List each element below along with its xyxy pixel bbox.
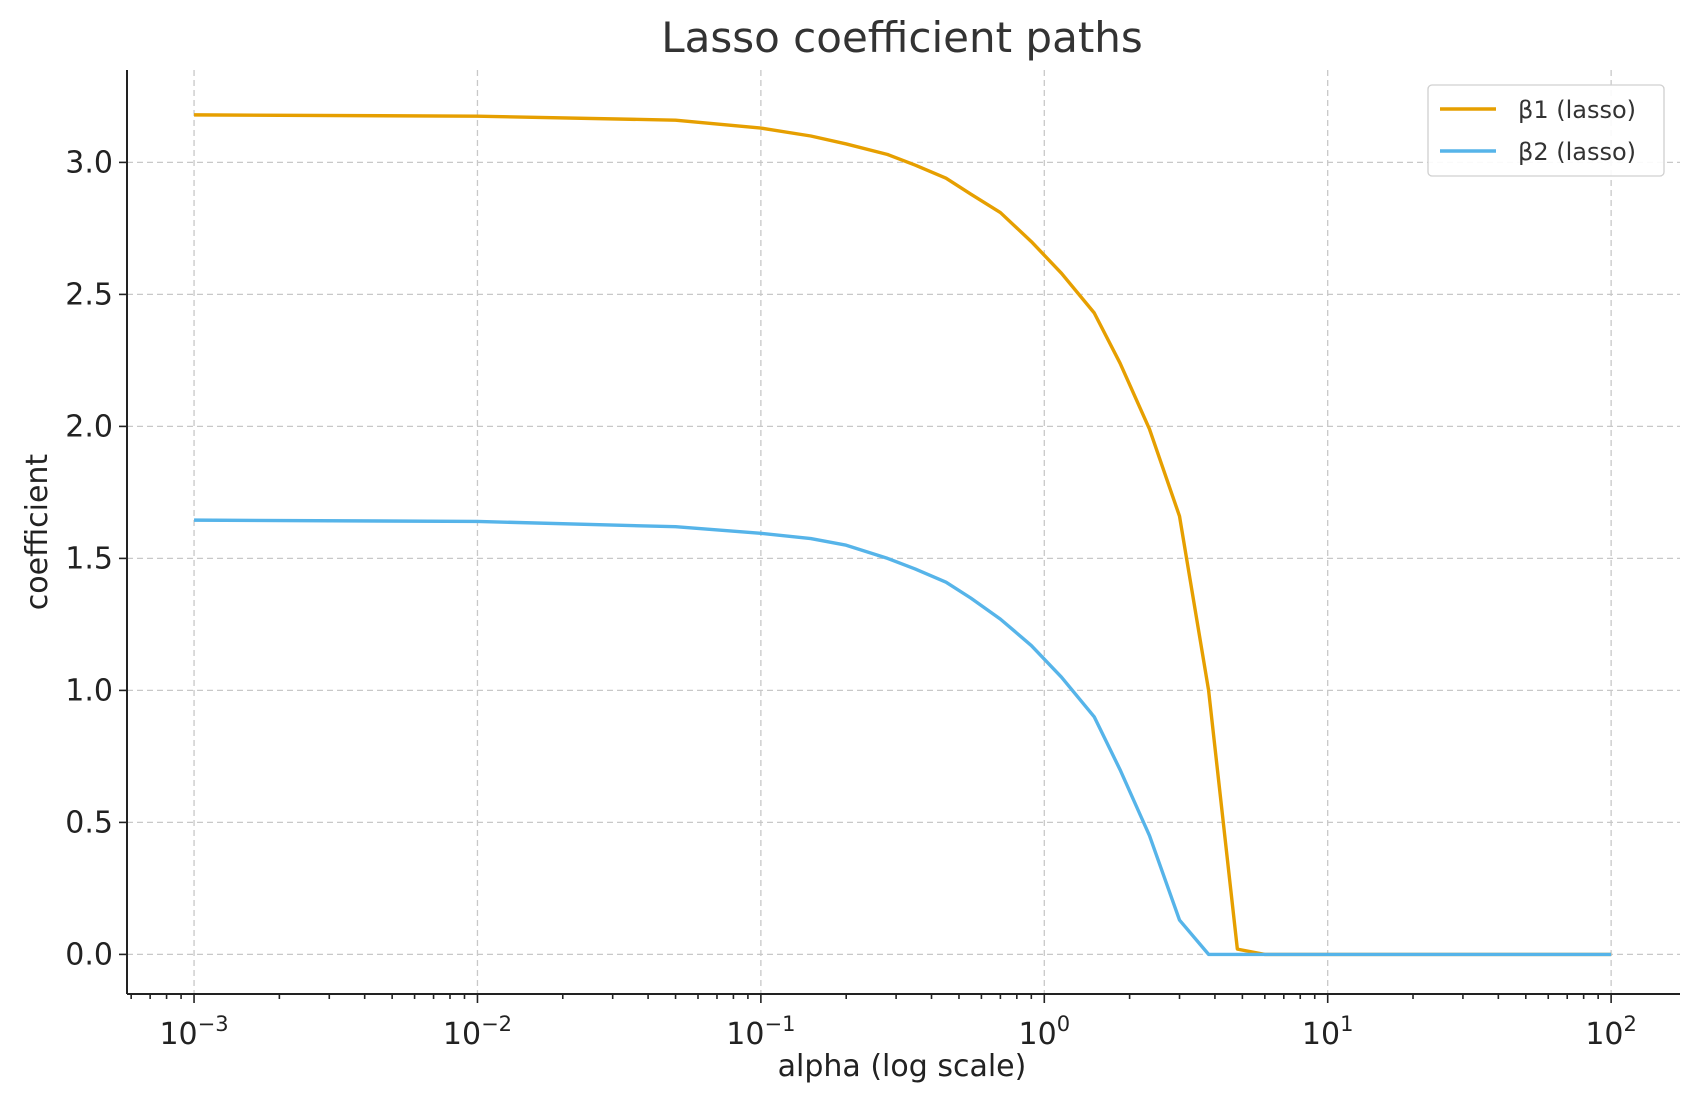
y-tick-label: 2.5 [65,277,113,312]
y-tick-label: 2.0 [65,409,113,444]
series-line-1 [194,113,1612,957]
x-tick-label: 101 [1302,1012,1354,1052]
series-lines [194,113,1612,957]
grid-lines [127,70,1680,994]
axes [126,70,1680,995]
x-tick-base: 10 [726,1017,764,1052]
x-tick-exponent: 0 [1057,1012,1070,1036]
x-tick-exponent: −2 [481,1012,512,1036]
x-tick-label: 10−1 [726,1012,795,1052]
y-tick-label: 3.0 [65,145,113,180]
x-tick-exponent: −3 [198,1012,229,1036]
x-tick-exponent: 2 [1624,1012,1637,1036]
x-tick-base: 10 [1302,1017,1340,1052]
legend-label: β2 (lasso) [1518,138,1636,166]
x-axis-label: alpha (log scale) [778,1049,1027,1084]
x-tick-base: 10 [443,1017,481,1052]
chart-title: Lasso coefficient paths [661,13,1143,62]
x-tick-base: 10 [1585,1017,1623,1052]
y-axis-label: coefficient [20,454,55,611]
series-line-2 [194,518,1612,957]
y-tick-label: 0.5 [65,805,113,840]
legend-label: β1 (lasso) [1518,96,1636,124]
y-tick-label: 1.5 [65,541,113,576]
x-tick-exponent: 1 [1340,1012,1353,1036]
y-tick-label: 1.0 [65,673,113,708]
x-tick-label: 102 [1585,1012,1637,1052]
x-tick-label: 10−3 [159,1012,228,1052]
x-tick-exponent: −1 [764,1012,795,1036]
y-tick-label: 0.0 [65,937,113,972]
legend: β1 (lasso) β2 (lasso) [1427,84,1665,177]
x-tick-label: 100 [1019,1012,1071,1052]
axis-ticks: 0.00.51.01.52.02.53.010−3 10−2 10−1 100 101 1… [65,145,1637,1052]
x-tick-label: 10−2 [443,1012,512,1052]
x-tick-base: 10 [159,1017,197,1052]
x-tick-base: 10 [1019,1017,1057,1052]
